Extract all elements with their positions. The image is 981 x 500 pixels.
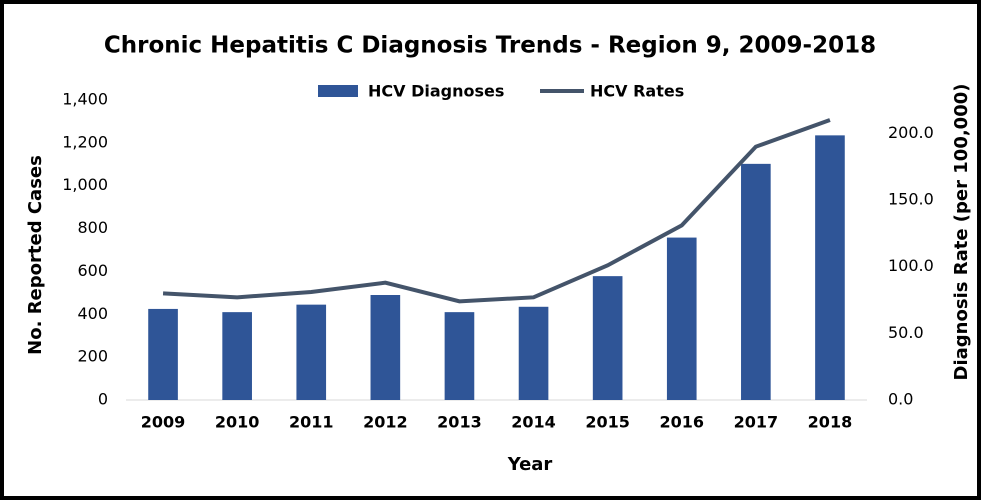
y2-tick-label: 150.0 — [888, 190, 934, 209]
x-tick-label: 2018 — [808, 413, 853, 432]
bar — [222, 312, 252, 400]
y-tick-label: 800 — [77, 218, 108, 237]
bar — [666, 237, 697, 400]
bar — [444, 312, 475, 400]
x-tick-label: 2012 — [363, 413, 408, 432]
legend-label: HCV Rates — [590, 82, 684, 101]
legend-label: HCV Diagnoses — [368, 82, 504, 101]
chart-title: Chronic Hepatitis C Diagnosis Trends - R… — [104, 33, 876, 59]
y2-axis-title: Diagnosis Rate (per 100,000) — [951, 84, 972, 381]
x-axis-title: Year — [507, 454, 553, 475]
y2-tick-label: 50.0 — [888, 323, 924, 342]
x-tick-label: 2015 — [585, 413, 630, 432]
x-tick-label: 2017 — [734, 413, 779, 432]
x-tick-label: 2013 — [437, 413, 482, 432]
x-tick-label: 2014 — [511, 413, 556, 432]
y2-tick-label: 0.0 — [888, 390, 913, 409]
bar — [815, 135, 845, 400]
bar — [592, 276, 623, 400]
x-tick-label: 2016 — [659, 413, 704, 432]
line — [162, 118, 831, 304]
bar — [741, 163, 771, 400]
y2-tick-label: 200.0 — [888, 123, 934, 142]
bar — [518, 306, 549, 400]
y-tick-label: 400 — [77, 304, 108, 323]
y-tick-label: 0 — [98, 390, 108, 409]
y-tick-label: 1,200 — [62, 132, 108, 151]
bar — [148, 308, 178, 400]
bar — [370, 295, 401, 400]
y-tick-label: 200 — [77, 347, 108, 366]
y2-tick-label: 100.0 — [888, 256, 934, 275]
y-tick-label: 1,400 — [62, 90, 108, 109]
x-tick-label: 2011 — [289, 413, 334, 432]
y-tick-label: 600 — [77, 261, 108, 280]
x-tick-label: 2010 — [215, 413, 260, 432]
legend-swatch — [318, 85, 358, 97]
x-tick-label: 2009 — [141, 413, 186, 432]
y-tick-label: 1,000 — [62, 175, 108, 194]
y-axis-title: No. Reported Cases — [25, 155, 46, 355]
bar — [296, 304, 327, 400]
